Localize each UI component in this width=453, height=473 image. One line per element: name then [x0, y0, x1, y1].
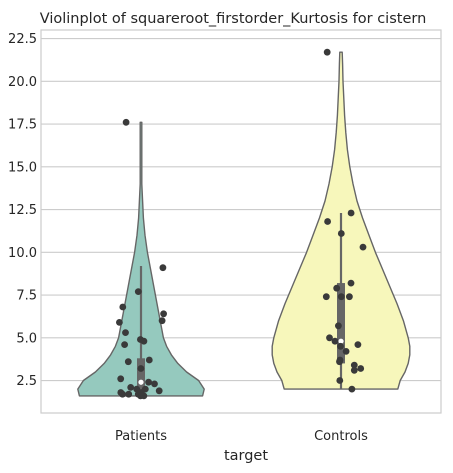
data-point: [359, 243, 367, 251]
y-tick-label: 15.0: [8, 160, 37, 175]
data-point: [326, 334, 333, 342]
iqr-box-controls: [337, 283, 345, 364]
data-point: [134, 288, 142, 295]
data-point: [335, 322, 342, 330]
data-point: [124, 358, 132, 366]
strip-points: [116, 48, 367, 400]
data-point: [122, 118, 130, 126]
y-tick-label: 2.5: [16, 374, 37, 389]
data-point: [119, 303, 127, 311]
data-point: [336, 356, 344, 364]
data-point: [348, 385, 356, 393]
data-point: [337, 230, 345, 237]
data-point: [337, 342, 344, 350]
data-point: [323, 48, 331, 56]
data-point: [357, 365, 365, 372]
data-point: [322, 293, 330, 301]
data-point: [331, 337, 339, 345]
data-point: [137, 365, 145, 372]
data-point: [145, 356, 153, 364]
x-tick-label-patients: Patients: [115, 429, 167, 444]
y-tick-label: 10.0: [8, 246, 37, 261]
data-point: [145, 378, 153, 386]
y-tick-label: 17.5: [8, 118, 37, 133]
data-point: [155, 387, 163, 395]
x-tick-label-controls: Controls: [314, 429, 368, 444]
data-point: [117, 375, 125, 383]
x-tick-labels: Patients Controls: [115, 429, 368, 444]
data-point: [117, 389, 125, 396]
data-point: [159, 264, 167, 272]
data-point: [342, 348, 350, 355]
y-tick-label: 7.5: [16, 289, 37, 304]
x-axis-title: target: [224, 448, 268, 464]
data-point: [333, 284, 341, 292]
data-point: [133, 385, 141, 393]
y-tick-label: 12.5: [8, 203, 37, 218]
data-point: [354, 341, 362, 348]
data-point: [324, 218, 331, 225]
violin-patients: [77, 121, 205, 397]
iqr-box-patients: [137, 358, 145, 391]
y-tick-label: 20.0: [8, 75, 37, 90]
data-point: [116, 319, 123, 326]
median-marker-controls: [338, 338, 344, 344]
plot-frame: [40, 29, 442, 414]
data-point: [347, 209, 355, 217]
median-marker-patients: [138, 379, 144, 385]
data-point: [125, 390, 133, 398]
data-point: [350, 366, 358, 374]
chart-title: Violinplot of squareroot_firstorder_Kurt…: [40, 11, 427, 27]
data-point: [127, 384, 135, 391]
y-tick-labels: 2.5 5.0 7.5 10.0 12.5 15.0 17.5 20.0 22.5: [8, 32, 37, 389]
data-point: [350, 361, 358, 369]
data-point: [158, 317, 166, 325]
data-point: [336, 377, 344, 384]
y-tick-label: 22.5: [8, 32, 37, 47]
y-tick-label: 5.0: [16, 331, 37, 346]
data-point: [346, 293, 353, 301]
data-point: [337, 293, 345, 301]
data-point: [160, 310, 168, 318]
data-point: [347, 279, 355, 287]
data-point: [141, 385, 149, 393]
data-point: [121, 341, 128, 348]
grid-lines: [41, 37, 441, 382]
data-point: [137, 336, 144, 343]
data-point: [122, 329, 129, 336]
data-point: [151, 380, 158, 388]
